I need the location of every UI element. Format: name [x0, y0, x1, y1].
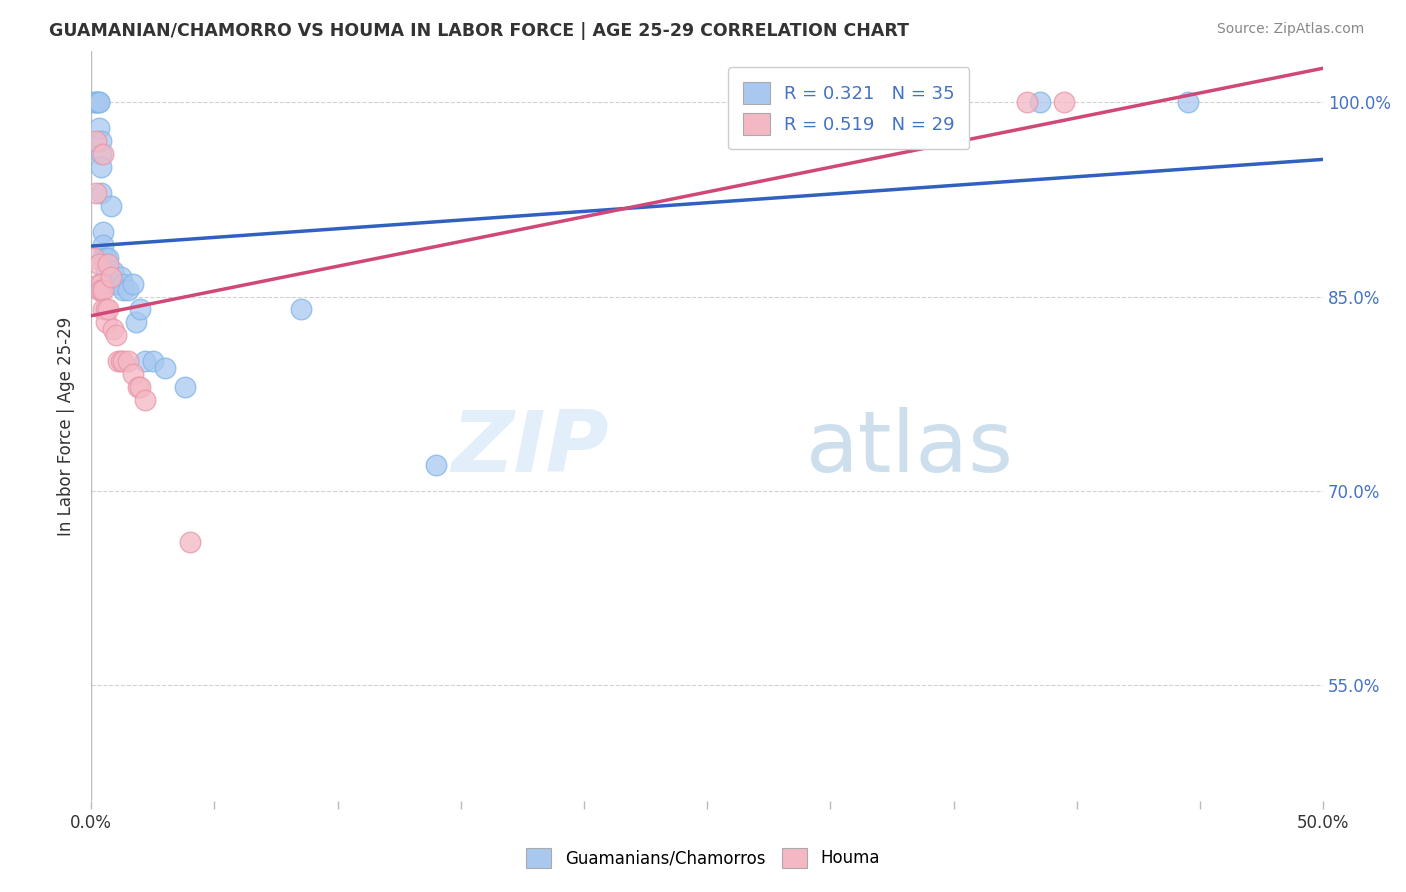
Point — [179, 535, 201, 549]
Point — [90, 160, 112, 174]
Point — [84, 186, 107, 200]
Point — [90, 147, 112, 161]
Point — [1053, 95, 1076, 110]
Text: GUAMANIAN/CHAMORRO VS HOUMA IN LABOR FORCE | AGE 25-29 CORRELATION CHART: GUAMANIAN/CHAMORRO VS HOUMA IN LABOR FOR… — [49, 22, 910, 40]
Text: ZIP: ZIP — [451, 407, 609, 490]
Legend: R = 0.321   N = 35, R = 0.519   N = 29: R = 0.321 N = 35, R = 0.519 N = 29 — [728, 67, 969, 149]
Point — [100, 199, 122, 213]
Point — [100, 270, 122, 285]
Point — [97, 302, 120, 317]
Point — [142, 354, 165, 368]
Text: atlas: atlas — [806, 407, 1014, 490]
Point — [1029, 95, 1052, 110]
Y-axis label: In Labor Force | Age 25-29: In Labor Force | Age 25-29 — [58, 317, 75, 535]
Point — [117, 283, 139, 297]
Point — [93, 237, 115, 252]
Point — [94, 302, 117, 317]
Point — [112, 283, 135, 297]
Point — [87, 95, 110, 110]
Point — [107, 354, 129, 368]
Point — [90, 134, 112, 148]
Point — [90, 277, 112, 291]
Point — [124, 315, 146, 329]
Point — [93, 225, 115, 239]
Point — [1177, 95, 1199, 110]
Point — [107, 277, 129, 291]
Point — [127, 380, 149, 394]
Point — [84, 134, 107, 148]
Point — [110, 270, 132, 285]
Point — [90, 283, 112, 297]
Point — [87, 283, 110, 297]
Point — [94, 251, 117, 265]
Point — [425, 458, 447, 472]
Point — [129, 302, 152, 317]
Point — [94, 315, 117, 329]
Point — [97, 257, 120, 271]
Point — [87, 277, 110, 291]
Point — [173, 380, 195, 394]
Point — [93, 251, 115, 265]
Point — [104, 277, 127, 291]
Point — [93, 283, 115, 297]
Point — [90, 186, 112, 200]
Point — [87, 121, 110, 136]
Point — [153, 360, 176, 375]
Point — [290, 302, 312, 317]
Point — [134, 354, 156, 368]
Point — [94, 263, 117, 277]
Point — [112, 354, 135, 368]
Point — [83, 95, 105, 110]
Point — [93, 302, 115, 317]
Point — [103, 263, 125, 277]
Point — [134, 393, 156, 408]
Legend: Guamanians/Chamorros, Houma: Guamanians/Chamorros, Houma — [520, 841, 886, 875]
Point — [104, 328, 127, 343]
Point — [110, 354, 132, 368]
Point — [87, 257, 110, 271]
Point — [1017, 95, 1039, 110]
Text: Source: ZipAtlas.com: Source: ZipAtlas.com — [1216, 22, 1364, 37]
Point — [122, 367, 145, 381]
Point — [97, 251, 120, 265]
Point — [93, 147, 115, 161]
Point — [122, 277, 145, 291]
Point — [87, 95, 110, 110]
Point — [103, 322, 125, 336]
Point — [83, 251, 105, 265]
Point — [84, 95, 107, 110]
Point — [84, 95, 107, 110]
Point — [117, 354, 139, 368]
Point — [129, 380, 152, 394]
Point — [112, 277, 135, 291]
